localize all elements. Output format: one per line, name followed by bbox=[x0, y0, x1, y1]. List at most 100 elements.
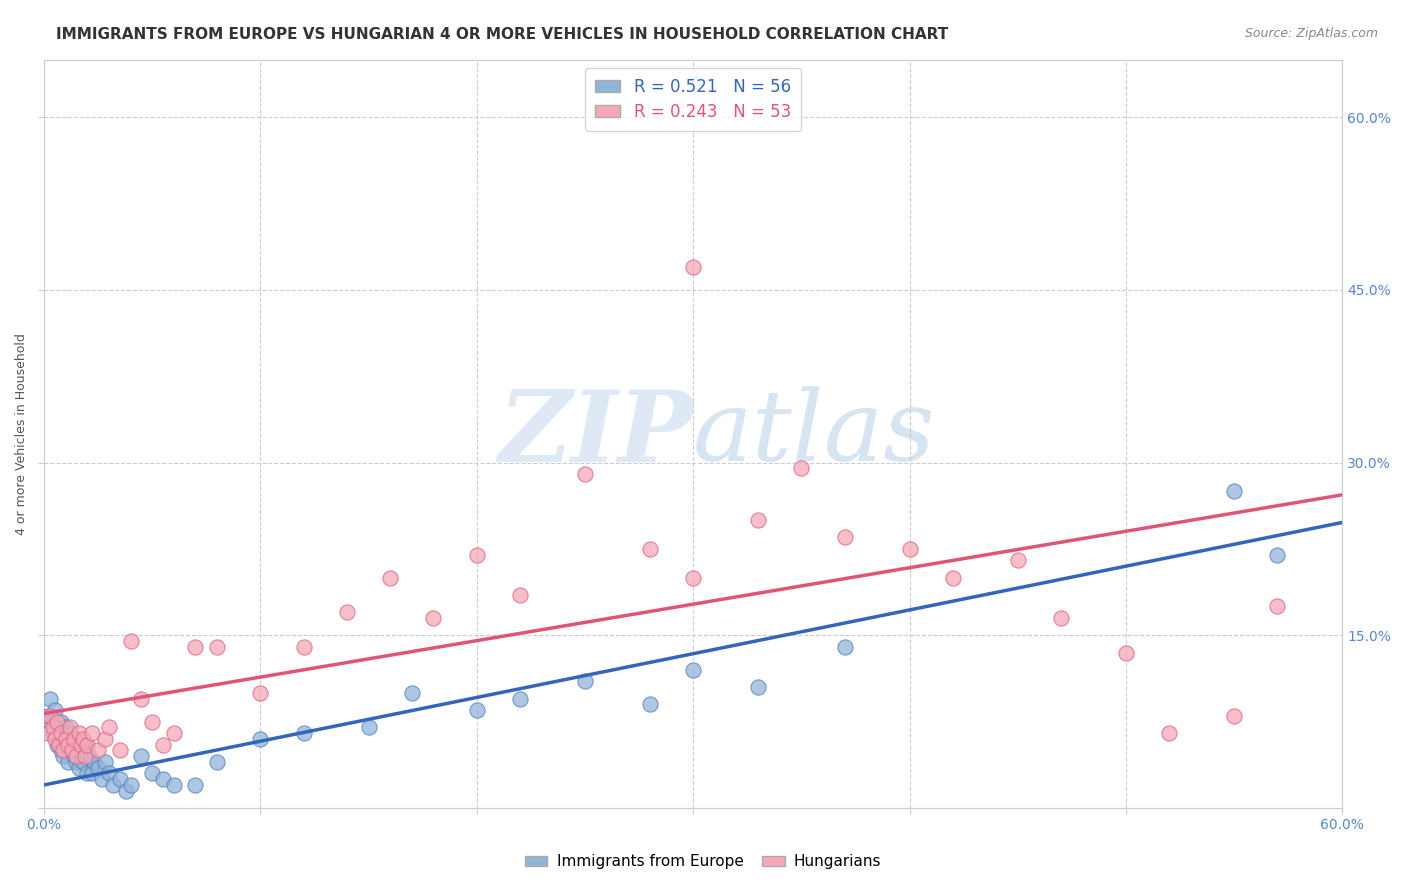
Point bbox=[163, 726, 186, 740]
Point bbox=[1223, 709, 1246, 723]
Point bbox=[55, 720, 77, 734]
Point bbox=[48, 731, 70, 746]
Point bbox=[1223, 484, 1246, 499]
Point bbox=[422, 611, 444, 625]
Point bbox=[131, 749, 153, 764]
Point bbox=[682, 260, 704, 274]
Point bbox=[46, 738, 69, 752]
Point bbox=[59, 738, 82, 752]
Point bbox=[72, 755, 94, 769]
Point bbox=[52, 743, 75, 757]
Point bbox=[44, 731, 66, 746]
Point bbox=[141, 714, 163, 729]
Point bbox=[898, 541, 921, 556]
Point bbox=[41, 720, 63, 734]
Point bbox=[87, 761, 110, 775]
Point bbox=[131, 691, 153, 706]
Point bbox=[52, 749, 75, 764]
Point bbox=[80, 726, 103, 740]
Point bbox=[56, 755, 79, 769]
Point bbox=[249, 686, 271, 700]
Point bbox=[83, 755, 105, 769]
Y-axis label: 4 or more Vehicles in Household: 4 or more Vehicles in Household bbox=[15, 333, 28, 534]
Point bbox=[205, 755, 228, 769]
Point bbox=[790, 461, 813, 475]
Point bbox=[152, 738, 174, 752]
Point bbox=[65, 731, 87, 746]
Point bbox=[55, 738, 77, 752]
Point bbox=[682, 663, 704, 677]
Point bbox=[60, 743, 83, 757]
Point bbox=[682, 571, 704, 585]
Point bbox=[141, 766, 163, 780]
Point bbox=[72, 731, 94, 746]
Point bbox=[336, 605, 359, 619]
Legend: Immigrants from Europe, Hungarians: Immigrants from Europe, Hungarians bbox=[519, 848, 887, 875]
Point bbox=[41, 726, 63, 740]
Point bbox=[60, 743, 83, 757]
Point bbox=[80, 766, 103, 780]
Point bbox=[574, 467, 596, 481]
Point bbox=[75, 749, 97, 764]
Point bbox=[574, 674, 596, 689]
Point bbox=[69, 743, 91, 757]
Point bbox=[37, 709, 59, 723]
Point bbox=[292, 640, 315, 654]
Point bbox=[67, 726, 90, 740]
Point bbox=[63, 731, 86, 746]
Point bbox=[292, 726, 315, 740]
Point bbox=[120, 778, 142, 792]
Point bbox=[76, 766, 98, 780]
Text: ZIP: ZIP bbox=[498, 385, 693, 482]
Point bbox=[184, 778, 207, 792]
Point bbox=[108, 772, 131, 787]
Legend: R = 0.521   N = 56, R = 0.243   N = 53: R = 0.521 N = 56, R = 0.243 N = 53 bbox=[585, 68, 801, 130]
Point bbox=[93, 755, 115, 769]
Point bbox=[465, 703, 488, 717]
Point bbox=[76, 738, 98, 752]
Point bbox=[46, 720, 69, 734]
Point bbox=[120, 634, 142, 648]
Point bbox=[942, 571, 965, 585]
Point bbox=[37, 726, 59, 740]
Point bbox=[97, 766, 120, 780]
Point bbox=[63, 749, 86, 764]
Point bbox=[747, 680, 769, 694]
Point bbox=[465, 548, 488, 562]
Point bbox=[79, 749, 101, 764]
Point bbox=[91, 772, 114, 787]
Point bbox=[638, 541, 661, 556]
Text: Source: ZipAtlas.com: Source: ZipAtlas.com bbox=[1244, 27, 1378, 40]
Point bbox=[39, 714, 62, 729]
Point bbox=[39, 709, 62, 723]
Point bbox=[1007, 553, 1029, 567]
Point bbox=[1159, 726, 1181, 740]
Point bbox=[55, 731, 77, 746]
Point bbox=[65, 749, 87, 764]
Point bbox=[65, 755, 87, 769]
Point bbox=[249, 731, 271, 746]
Point bbox=[51, 714, 73, 729]
Point bbox=[69, 738, 91, 752]
Point bbox=[59, 726, 82, 740]
Text: atlas: atlas bbox=[693, 386, 936, 482]
Point bbox=[97, 720, 120, 734]
Point bbox=[152, 772, 174, 787]
Point bbox=[380, 571, 402, 585]
Point bbox=[1050, 611, 1073, 625]
Point bbox=[747, 513, 769, 527]
Point bbox=[51, 726, 73, 740]
Point bbox=[51, 743, 73, 757]
Point bbox=[115, 783, 138, 797]
Point bbox=[205, 640, 228, 654]
Point bbox=[163, 778, 186, 792]
Point bbox=[75, 738, 97, 752]
Point bbox=[834, 530, 856, 544]
Point bbox=[103, 778, 125, 792]
Point bbox=[44, 720, 66, 734]
Point bbox=[509, 691, 531, 706]
Point bbox=[108, 743, 131, 757]
Point bbox=[67, 761, 90, 775]
Point bbox=[834, 640, 856, 654]
Point bbox=[87, 743, 110, 757]
